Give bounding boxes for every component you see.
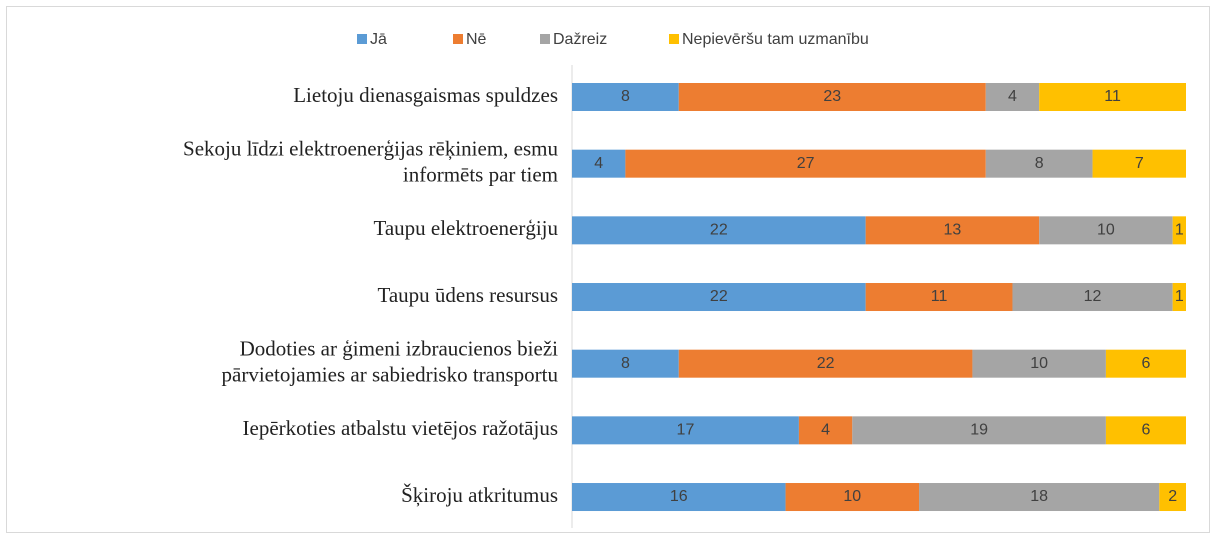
bar-segment [852,416,1106,445]
bar-segment [678,349,973,378]
value-label: 17 [677,422,695,439]
bar-segment [1039,216,1173,245]
value-label: 6 [1142,355,1151,372]
bar-segment [572,216,866,245]
value-label: 4 [821,422,830,439]
legend-swatch [357,34,367,44]
bar-segment [572,483,786,512]
value-label: 18 [1030,488,1048,505]
bar-segment [1159,483,1186,512]
category-label: Taupu elektroenerģiju [373,216,558,240]
category-label: Lietoju dienasgaismas spuldzes [293,83,558,107]
value-label: 16 [670,488,688,505]
value-label: 1 [1175,288,1184,305]
value-label: 2 [1168,488,1177,505]
bar-segment [572,416,799,445]
value-label: 23 [823,88,841,105]
bar-segment [785,483,920,512]
value-label: 7 [1135,155,1144,172]
category-label: Iepērkoties atbalstu vietējos ražotājus [243,416,558,440]
category-label: Dodoties ar ģimeni izbraucienos bieži [240,336,559,360]
value-label: 8 [621,88,630,105]
legend-swatch [669,34,679,44]
bar-segment [572,83,679,111]
category-label: informēts par tiem [403,162,558,186]
bar-segment [972,349,1106,378]
value-label: 22 [817,355,835,372]
legend-swatch [453,34,463,44]
category-label: pārvietojamies ar sabiedrisko transportu [222,362,559,386]
bar-segment [625,149,986,178]
bar-segment [1092,149,1186,178]
bar-segment [865,216,1040,245]
bar-segment [985,149,1093,178]
value-label: 10 [1097,222,1115,239]
bar-segment [1172,283,1186,312]
bar-segment [865,283,1013,312]
bar-segment [1012,283,1173,312]
bar-segment [572,283,866,312]
value-label: 6 [1142,422,1151,439]
bar-segment [1172,216,1186,245]
category-label: Taupu ūdens resursus [378,283,559,307]
value-label: 10 [843,488,861,505]
bar-segment [572,349,679,378]
value-label: 8 [1035,155,1044,172]
value-label: 11 [1104,88,1121,105]
legend-label: Nē [466,31,487,48]
bar-segment [678,83,986,111]
value-label: 8 [621,355,630,372]
value-label: 1 [1175,222,1184,239]
value-label: 11 [931,288,948,305]
value-label: 12 [1084,288,1102,305]
value-label: 4 [594,155,603,172]
value-label: 13 [944,222,962,239]
value-label: 19 [970,422,988,439]
value-label: 27 [797,155,815,172]
bar-segment [1039,83,1186,111]
value-label: 22 [710,222,728,239]
bar-segment [919,483,1160,512]
legend-label: Jā [370,31,387,48]
bar-segment [985,83,1040,111]
category-label: Sekoju līdzi elektroenerģijas rēķiniem, … [183,136,558,160]
legend-swatch [540,34,550,44]
value-label: 10 [1030,355,1048,372]
value-label: 4 [1008,88,1017,105]
category-label: Šķiroju atkritumus [401,483,558,507]
value-label: 22 [710,288,728,305]
bar-segment [798,416,853,445]
bar-segment [1105,349,1186,378]
bar-segment [1105,416,1186,445]
legend-label: Dažreiz [553,31,607,48]
legend-label: Nepievēršu tam uzmanību [682,31,869,48]
bar-segment [572,149,626,178]
